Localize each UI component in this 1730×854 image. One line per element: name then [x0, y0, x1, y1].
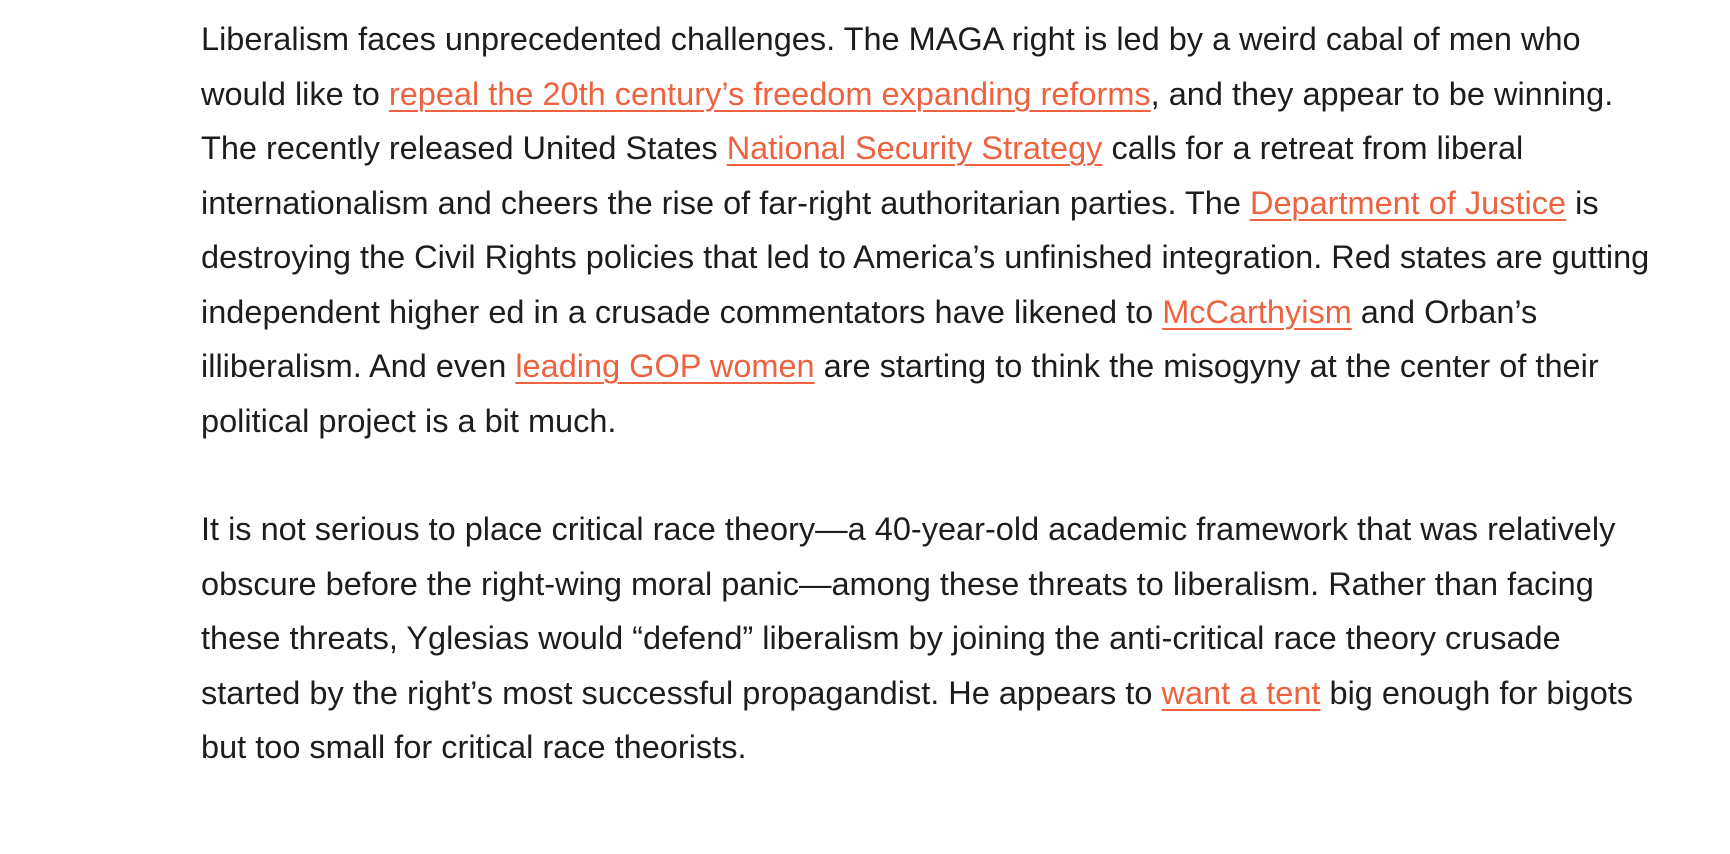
paragraph-text: , and they appear to be winning. The rec… — [201, 75, 1614, 167]
inline-link[interactable]: leading GOP women — [515, 348, 815, 384]
inline-link[interactable]: repeal the 20th century’s freedom expand… — [388, 75, 1151, 112]
inline-link[interactable]: McCarthyism — [1162, 293, 1352, 330]
article-body: Liberalism faces unprecedented challenge… — [201, 12, 1661, 775]
inline-link[interactable]: National Security Strategy — [726, 130, 1103, 166]
paragraph-text: Liberalism faces unprecedented challenge… — [201, 21, 1581, 112]
paragraph-text: and Orban’s illiberalism. And even — [201, 293, 1538, 385]
paragraph-text: is destroying the Civil Rights policies … — [201, 184, 1650, 330]
paragraph-text: It is not serious to place critical race… — [201, 511, 1616, 711]
paragraph: Liberalism faces unprecedented challenge… — [201, 12, 1661, 448]
paragraph-text: calls for a retreat from liberal interna… — [201, 130, 1524, 221]
inline-link[interactable]: want a tent — [1161, 674, 1321, 711]
paragraph-text: are starting to think the misogyny at th… — [201, 348, 1599, 439]
paragraph-text: big enough for bigots but too small for … — [201, 674, 1634, 766]
paragraph: It is not serious to place critical race… — [201, 502, 1661, 775]
inline-link[interactable]: Department of Justice — [1249, 184, 1567, 221]
